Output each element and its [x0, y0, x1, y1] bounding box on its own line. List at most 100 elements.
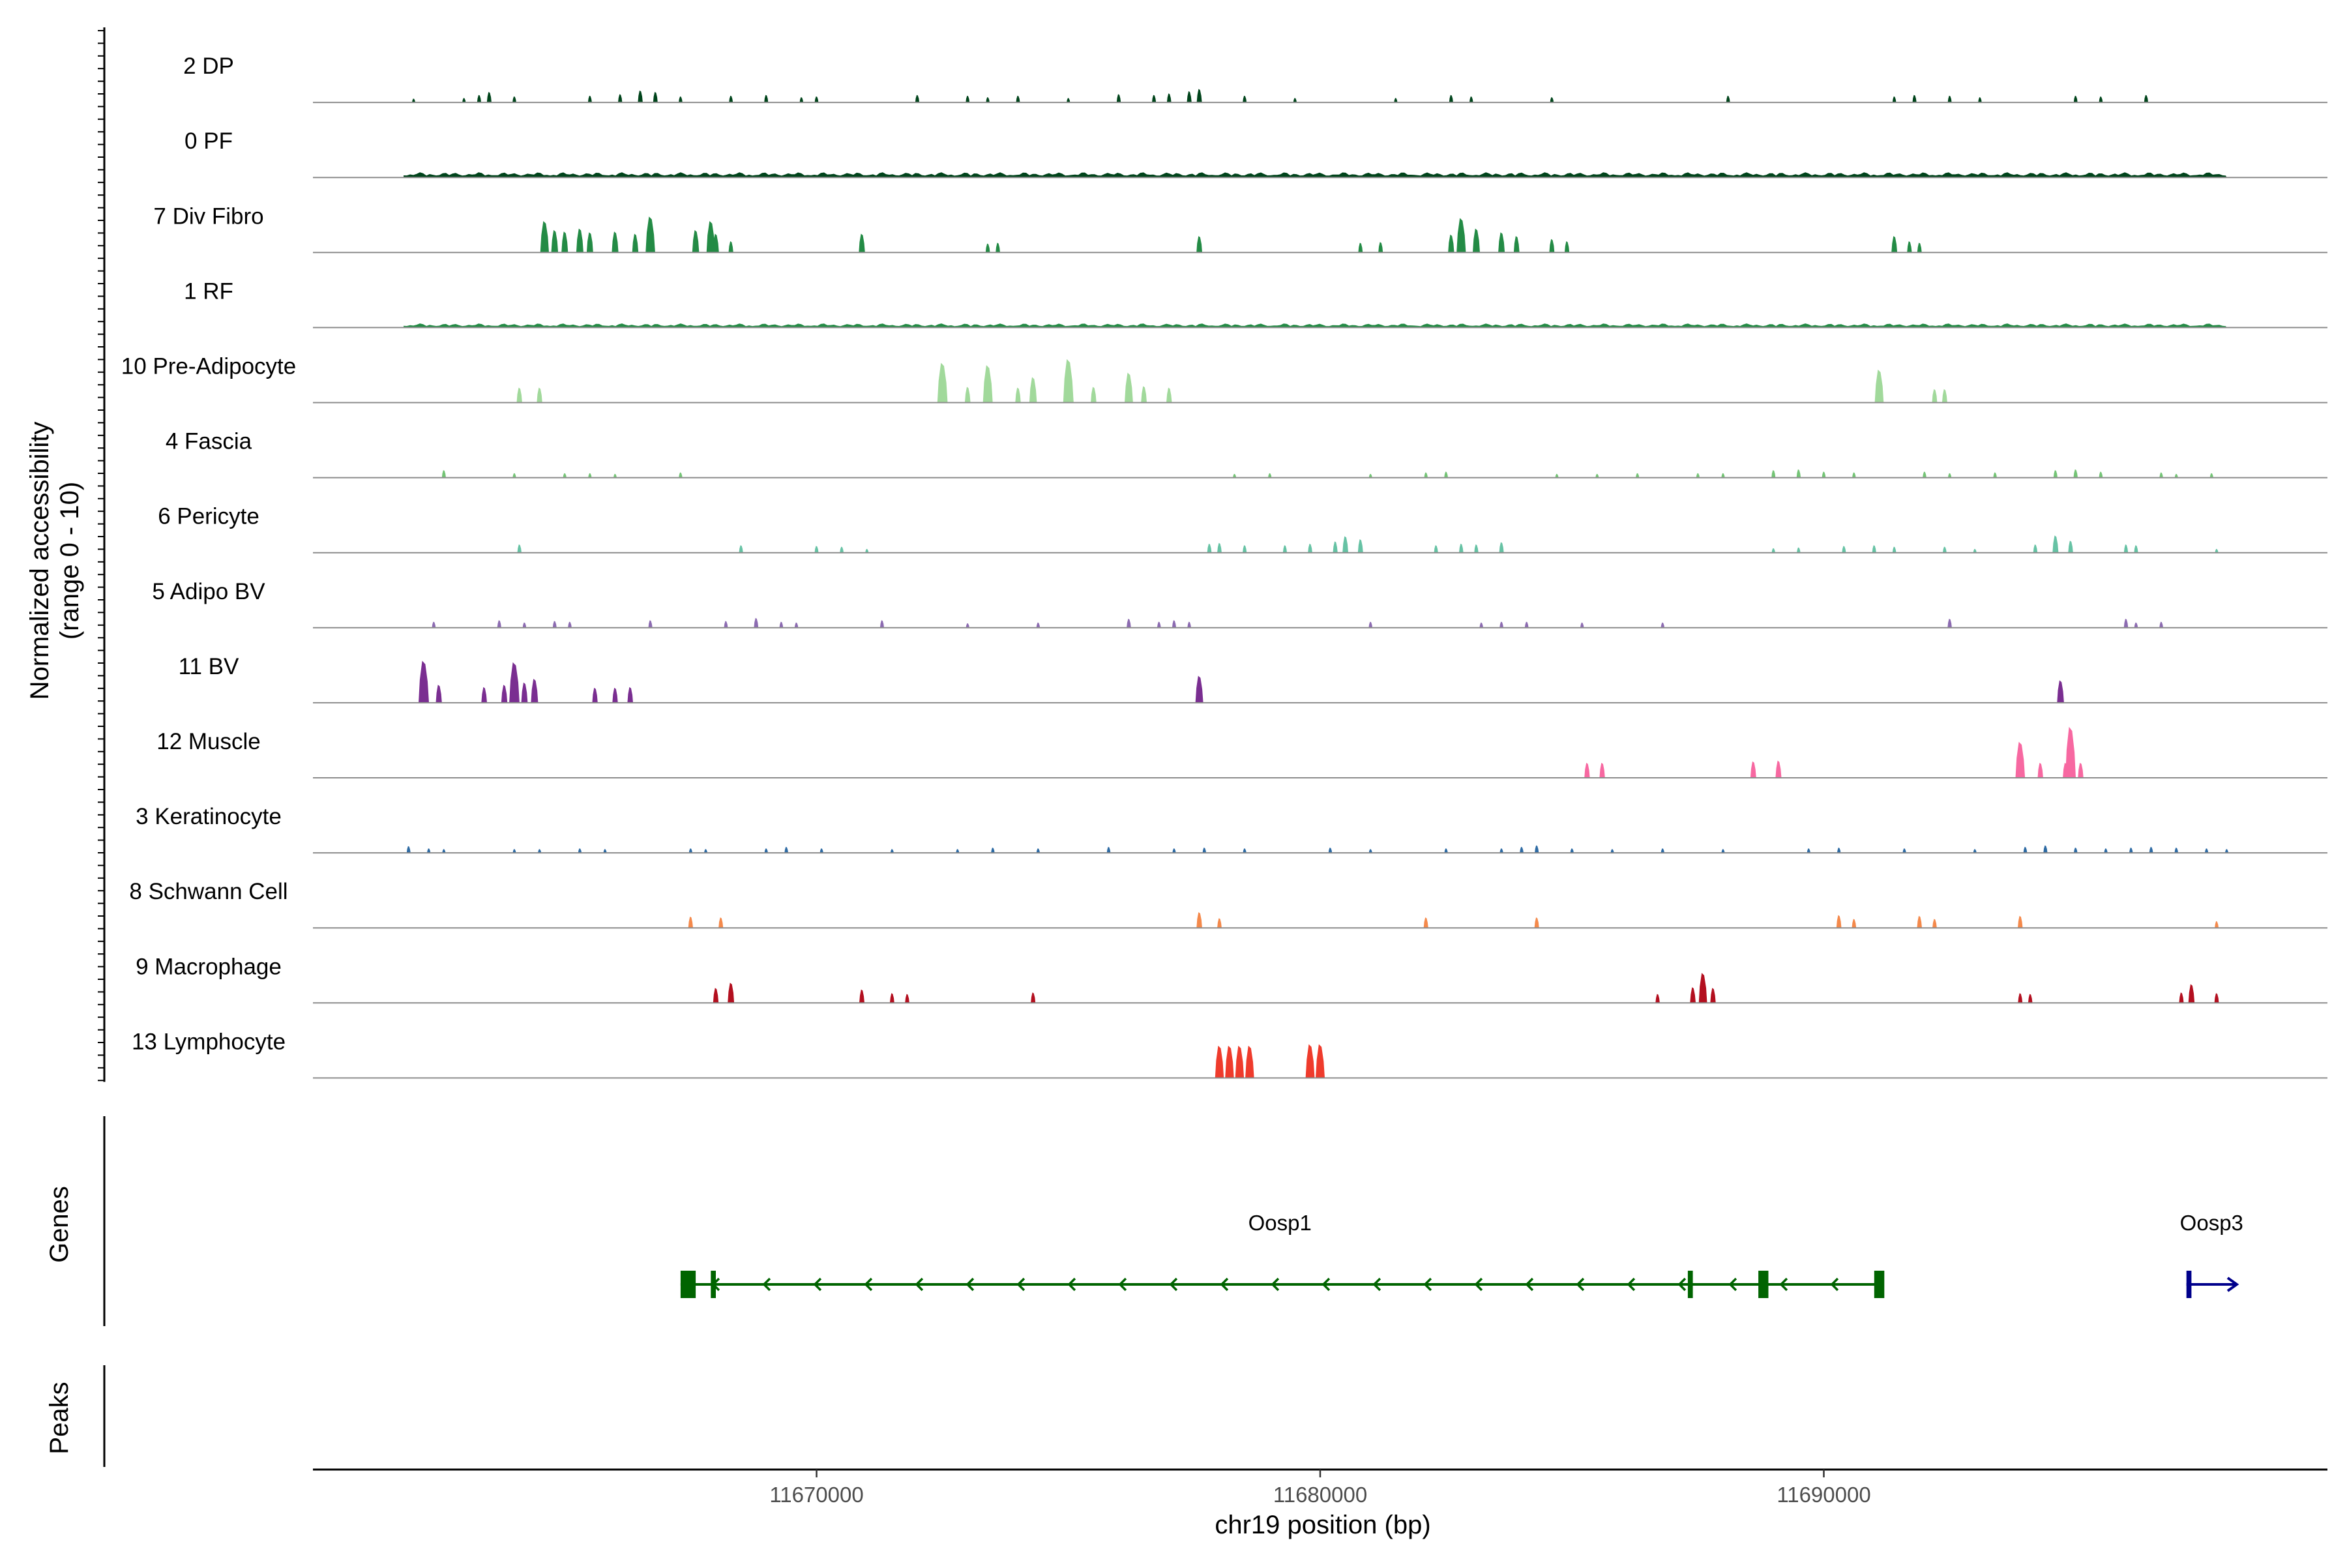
coverage-peak: [1690, 987, 1696, 1003]
coverage-peak: [1207, 543, 1212, 553]
coverage-peak: [2123, 544, 2129, 553]
coverage-peak: [1196, 912, 1202, 928]
coverage-peak: [2043, 845, 2048, 853]
coverage-peak: [1874, 369, 1884, 403]
coverage-peak: [537, 387, 542, 403]
coverage-peak: [1328, 848, 1333, 853]
coverage-peak: [521, 682, 528, 703]
coverage-peak: [966, 623, 969, 628]
coverage-peak: [1368, 849, 1372, 853]
coverage-peak: [1141, 386, 1147, 403]
coverage-peak: [406, 846, 411, 853]
coverage-peak: [501, 685, 508, 703]
coverage-peak: [1187, 621, 1191, 628]
coverage-peak: [1424, 472, 1428, 478]
coverage-peak: [1473, 228, 1480, 253]
coverage-peak: [1570, 848, 1574, 853]
coverage-peak: [1837, 848, 1841, 853]
coverage-peak: [481, 687, 487, 703]
coverage-peak: [1316, 1044, 1325, 1078]
coverage-peak: [2215, 548, 2219, 553]
coverage-peak: [1550, 97, 1554, 103]
strand-arrow: [915, 1277, 924, 1292]
coverage-peak: [561, 231, 568, 253]
coverage-peak: [1564, 241, 1570, 253]
coverage-peak: [1555, 473, 1559, 478]
coverage-peak: [638, 90, 643, 103]
coverage-peak: [1698, 973, 1707, 1003]
coverage-peak: [2099, 96, 2103, 103]
coverage-peak: [1166, 387, 1172, 403]
coverage-peak: [2179, 992, 2184, 1003]
coverage-peak: [486, 92, 492, 103]
x-tick-label: 11680000: [1273, 1483, 1367, 1507]
coverage-peak: [905, 994, 909, 1003]
coverage-peak: [819, 848, 823, 853]
coverage-peak: [1534, 917, 1539, 928]
coverage-peak: [432, 621, 436, 628]
coverage-peak: [754, 617, 759, 628]
strand-arrow: [1118, 1277, 1127, 1292]
coverage-peak: [915, 95, 920, 103]
gene-exon: [1874, 1271, 1885, 1298]
coverage-peak: [645, 216, 655, 253]
coverage-peak: [627, 687, 633, 703]
coverage-peak: [1479, 622, 1483, 628]
coverage-peak: [1872, 545, 1876, 553]
track-8-schwann-cell: 8 Schwann Cell: [129, 879, 2327, 929]
coverage-peak: [2028, 994, 2033, 1003]
coverage-peak: [1891, 236, 1898, 253]
coverage-peak: [764, 95, 769, 103]
coverage-peak: [982, 365, 993, 403]
coverage-peak: [1195, 675, 1203, 703]
strand-arrow: [1067, 1277, 1076, 1292]
coverage-peak: [1892, 96, 1897, 103]
track-label: 10 Pre-Adipocyte: [121, 354, 296, 379]
coverage-peak: [477, 95, 481, 103]
track-label: 8 Schwann Cell: [129, 879, 288, 904]
coverage-peak: [1852, 919, 1857, 928]
coverage-peak: [2018, 993, 2023, 1003]
coverage-peak: [1378, 242, 1383, 253]
coverage-peak: [1243, 848, 1247, 853]
coverage-peak: [1892, 546, 1897, 553]
coverage-peak: [1444, 471, 1448, 478]
coverage-peak: [497, 620, 501, 628]
coverage-peak: [588, 473, 592, 478]
track-label: 0 PF: [185, 128, 233, 154]
coverage-peak: [1912, 95, 1917, 103]
coverage-peak: [1127, 619, 1131, 628]
coverage-peak: [1499, 848, 1503, 853]
coverage-peak: [679, 96, 683, 103]
track-label: 3 Keratinocyte: [136, 804, 282, 829]
coverage-peak: [2123, 619, 2129, 628]
coverage-peak: [879, 620, 884, 628]
coverage-peak: [586, 232, 593, 253]
coverage-peak: [1235, 1045, 1245, 1078]
track-label: 11 BV: [179, 654, 239, 679]
y-axis-title-line-2: (range 0 - 10): [55, 482, 84, 640]
coverage-peak: [728, 983, 735, 1003]
coverage-peak: [2134, 622, 2138, 628]
coverage-peak: [1796, 469, 1801, 478]
coverage-peak: [563, 473, 567, 478]
strand-arrow: [1474, 1277, 1483, 1292]
track-4-fascia: 4 Fascia: [166, 429, 2327, 479]
coverage-peak: [512, 96, 516, 103]
coverage-peak: [441, 470, 446, 478]
x-axis-title: chr19 position (bp): [1215, 1511, 1430, 1539]
coverage-peak: [1016, 95, 1020, 103]
coverage-peak: [1822, 471, 1826, 478]
strand-arrow: [762, 1277, 771, 1292]
coverage-peak: [1947, 95, 1952, 103]
coverage-peak: [1157, 621, 1161, 628]
coverage-peak: [1661, 622, 1665, 628]
track-9-macrophage: 9 Macrophage: [136, 954, 2327, 1004]
coverage-peak: [1152, 95, 1157, 103]
coverage-peak: [1580, 622, 1584, 628]
coverage-peak: [1342, 536, 1348, 553]
coverage-peak: [859, 989, 864, 1003]
x-tick-label: 11670000: [769, 1483, 863, 1507]
track-label: 4 Fascia: [166, 429, 252, 454]
gene-oosp3: Oosp3: [2180, 1211, 2243, 1298]
